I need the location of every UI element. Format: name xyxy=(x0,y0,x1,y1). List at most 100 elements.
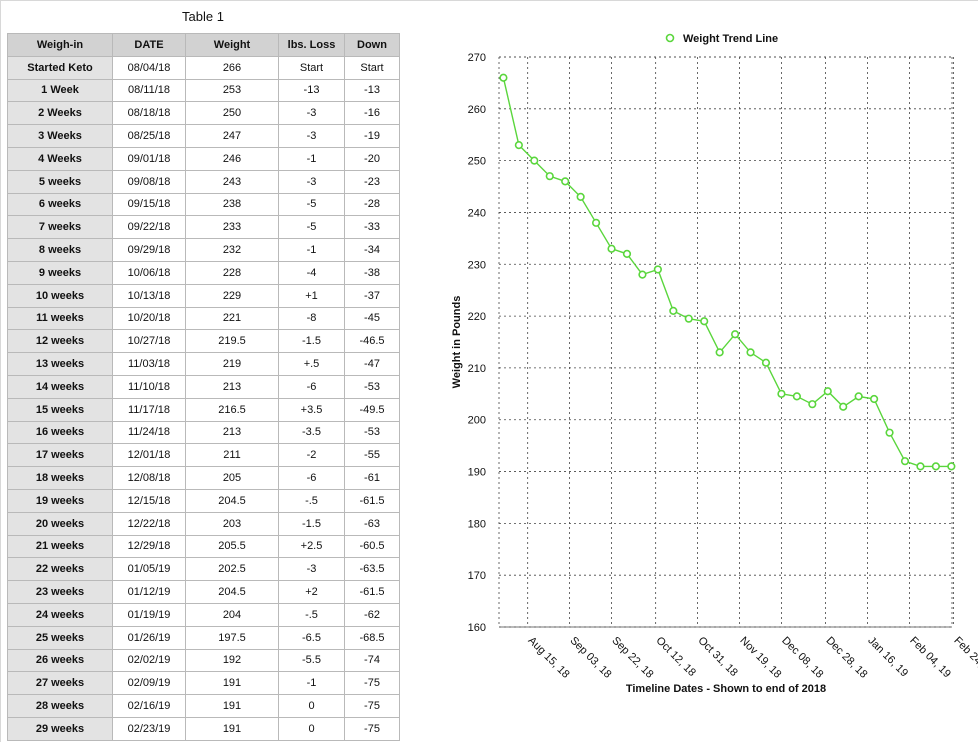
lbs-loss-cell: -6 xyxy=(278,466,345,490)
weigh-in-cell: 20 weeks xyxy=(7,511,113,536)
x-tick-label: Dec 28, 18 xyxy=(823,635,869,681)
weigh-in-cell: 17 weeks xyxy=(7,443,113,468)
x-tick-label: Aug 15, 18 xyxy=(526,635,572,681)
x-tick-label: Feb 24, 19 xyxy=(951,635,978,681)
weight-cell: 191 xyxy=(185,671,279,696)
down-cell: -23 xyxy=(344,169,400,194)
column-header-weight: Weight xyxy=(185,33,279,57)
down-cell: -68.5 xyxy=(344,625,400,650)
weight-cell: 229 xyxy=(185,283,279,308)
y-tick-label: 260 xyxy=(468,104,486,116)
weight-cell: 228 xyxy=(185,260,279,285)
weigh-in-cell: 1 Week xyxy=(7,78,113,103)
down-cell: -60.5 xyxy=(344,534,400,559)
weigh-in-cell: 9 weeks xyxy=(7,260,113,285)
weight-cell: 246 xyxy=(185,146,279,171)
weight-cell: 202.5 xyxy=(185,557,279,582)
date-cell: 08/11/18 xyxy=(112,78,186,103)
weight-cell: 204.5 xyxy=(185,488,279,513)
data-point xyxy=(746,348,755,357)
weight-cell: 213 xyxy=(185,420,279,445)
date-cell: 09/01/18 xyxy=(112,146,186,171)
weight-cell: 219.5 xyxy=(185,329,279,354)
table-row: 1 Week 08/11/18 253 -13 -13 xyxy=(7,78,400,103)
table-row: 13 weeks 11/03/18 219 +.5 -47 xyxy=(7,352,400,376)
weight-cell: 250 xyxy=(185,101,279,126)
x-tick-label: Oct 12, 18 xyxy=(654,635,698,679)
down-cell: -75 xyxy=(344,671,400,696)
date-cell: 11/10/18 xyxy=(112,374,186,399)
lbs-loss-cell: -5 xyxy=(278,192,345,217)
down-cell: -74 xyxy=(344,648,400,673)
table-header-row: Weigh-in DATE Weight lbs. Loss Down xyxy=(7,33,400,57)
weigh-in-cell: 12 weeks xyxy=(7,329,113,354)
down-cell: -13 xyxy=(344,78,400,103)
table-row: 22 weeks 01/05/19 202.5 -3 -63.5 xyxy=(7,557,400,582)
weigh-in-cell: 6 weeks xyxy=(7,192,113,217)
weight-cell: 266 xyxy=(185,55,279,80)
date-cell: 09/15/18 xyxy=(112,192,186,217)
data-point xyxy=(931,462,940,471)
down-cell: -61.5 xyxy=(344,580,400,604)
y-axis-title: Weight in Pounds xyxy=(451,296,463,389)
data-point xyxy=(591,218,601,227)
lbs-loss-cell: Start xyxy=(278,55,345,80)
weigh-in-cell: 10 weeks xyxy=(7,283,113,308)
down-cell: -53 xyxy=(344,374,400,399)
lbs-loss-cell: -.5 xyxy=(278,602,345,627)
weight-cell: 191 xyxy=(185,694,279,718)
x-tick-label: Feb 04, 19 xyxy=(907,635,953,681)
lbs-loss-cell: +.5 xyxy=(278,352,345,376)
y-tick-label: 270 xyxy=(468,52,486,64)
date-cell: 12/22/18 xyxy=(112,511,186,536)
weigh-in-cell: 25 weeks xyxy=(7,625,113,650)
down-cell: -62 xyxy=(344,602,400,627)
date-cell: 09/22/18 xyxy=(112,215,186,240)
lbs-loss-cell: -13 xyxy=(278,78,345,103)
table-row: 23 weeks 01/12/19 204.5 +2 -61.5 xyxy=(7,580,400,604)
down-cell: -55 xyxy=(344,443,400,468)
lbs-loss-cell: +2 xyxy=(278,580,345,604)
table-row: 28 weeks 02/16/19 191 0 -75 xyxy=(7,694,400,718)
table-row: 4 Weeks 09/01/18 246 -1 -20 xyxy=(7,146,400,171)
lbs-loss-cell: -1.5 xyxy=(278,511,345,536)
weight-cell: 205 xyxy=(185,466,279,490)
table-row: 3 Weeks 08/25/18 247 -3 -19 xyxy=(7,124,400,148)
weight-cell: 204 xyxy=(185,602,279,627)
weigh-in-cell: 19 weeks xyxy=(7,488,113,513)
weigh-in-cell: 23 weeks xyxy=(7,580,113,604)
date-cell: 01/26/19 xyxy=(112,625,186,650)
data-point xyxy=(653,265,662,274)
weigh-in-cell: 3 Weeks xyxy=(7,124,113,148)
weight-cell: 211 xyxy=(185,443,279,468)
weigh-in-cell: 5 weeks xyxy=(7,169,113,194)
weight-cell: 219 xyxy=(185,352,279,376)
lbs-loss-cell: +2.5 xyxy=(278,534,345,559)
down-cell: -20 xyxy=(344,146,400,171)
weight-cell: 232 xyxy=(185,238,279,262)
weigh-in-cell: 27 weeks xyxy=(7,671,113,696)
lbs-loss-cell: -4 xyxy=(278,260,345,285)
weigh-in-cell: 13 weeks xyxy=(7,352,113,376)
date-cell: 08/04/18 xyxy=(112,55,186,80)
down-cell: -33 xyxy=(344,215,400,240)
data-point xyxy=(792,392,801,401)
data-point xyxy=(607,244,616,253)
weight-cell: 191 xyxy=(185,716,279,741)
date-cell: 11/24/18 xyxy=(112,420,186,445)
down-cell: -63.5 xyxy=(344,557,400,582)
weigh-in-cell: 18 weeks xyxy=(7,466,113,490)
down-cell: -28 xyxy=(344,192,400,217)
table-row: 20 weeks 12/22/18 203 -1.5 -63 xyxy=(7,511,400,536)
table-row: 16 weeks 11/24/18 213 -3.5 -53 xyxy=(7,420,400,445)
weight-cell: 192 xyxy=(185,648,279,673)
table-row: 2 Weeks 08/18/18 250 -3 -16 xyxy=(7,101,400,126)
weigh-in-cell: 7 weeks xyxy=(7,215,113,240)
table-row: 14 weeks 11/10/18 213 -6 -53 xyxy=(7,374,400,399)
legend-marker xyxy=(665,33,675,43)
date-cell: 02/02/19 xyxy=(112,648,186,673)
down-cell: -37 xyxy=(344,283,400,308)
lbs-loss-cell: -6 xyxy=(278,374,345,399)
lbs-loss-cell: 0 xyxy=(278,694,345,718)
lbs-loss-cell: -1 xyxy=(278,671,345,696)
